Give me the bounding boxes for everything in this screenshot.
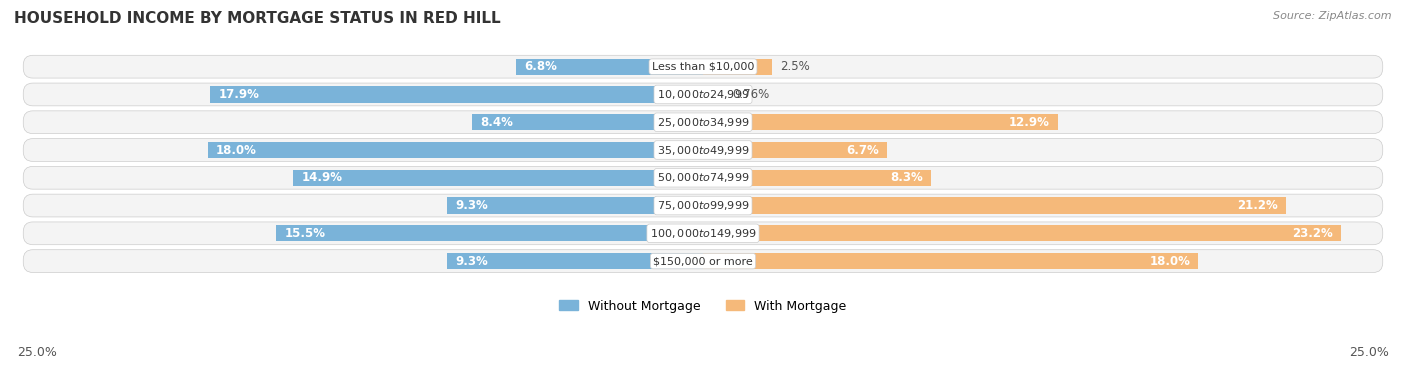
Text: 2.5%: 2.5% <box>780 60 810 73</box>
Text: 15.5%: 15.5% <box>284 227 326 240</box>
Bar <box>703 225 1341 242</box>
Text: 9.3%: 9.3% <box>456 255 488 268</box>
Text: 6.8%: 6.8% <box>524 60 557 73</box>
Bar <box>703 59 772 75</box>
Text: 25.0%: 25.0% <box>1350 346 1389 359</box>
Bar <box>703 87 724 102</box>
Bar <box>292 170 703 186</box>
Text: 12.9%: 12.9% <box>1010 116 1050 129</box>
Legend: Without Mortgage, With Mortgage: Without Mortgage, With Mortgage <box>554 294 852 318</box>
Text: $50,000 to $74,999: $50,000 to $74,999 <box>657 171 749 184</box>
Text: 23.2%: 23.2% <box>1292 227 1333 240</box>
Bar <box>447 253 703 269</box>
Text: Less than $10,000: Less than $10,000 <box>652 62 754 72</box>
Text: $25,000 to $34,999: $25,000 to $34,999 <box>657 116 749 129</box>
Text: $150,000 or more: $150,000 or more <box>654 256 752 266</box>
Text: $35,000 to $49,999: $35,000 to $49,999 <box>657 144 749 156</box>
Bar <box>208 142 703 158</box>
Bar <box>703 142 887 158</box>
Text: 17.9%: 17.9% <box>219 88 260 101</box>
Bar <box>516 59 703 75</box>
FancyBboxPatch shape <box>24 194 1382 217</box>
Bar <box>211 87 703 102</box>
Text: 8.4%: 8.4% <box>479 116 513 129</box>
FancyBboxPatch shape <box>24 166 1382 189</box>
Text: 21.2%: 21.2% <box>1237 199 1278 212</box>
FancyBboxPatch shape <box>24 111 1382 133</box>
Text: 25.0%: 25.0% <box>17 346 56 359</box>
Text: 0.76%: 0.76% <box>733 88 769 101</box>
Text: 18.0%: 18.0% <box>217 144 257 156</box>
Bar <box>472 114 703 130</box>
FancyBboxPatch shape <box>24 250 1382 273</box>
Text: HOUSEHOLD INCOME BY MORTGAGE STATUS IN RED HILL: HOUSEHOLD INCOME BY MORTGAGE STATUS IN R… <box>14 11 501 26</box>
FancyBboxPatch shape <box>24 83 1382 106</box>
Bar <box>447 197 703 214</box>
Text: 18.0%: 18.0% <box>1149 255 1189 268</box>
Bar <box>277 225 703 242</box>
Text: 14.9%: 14.9% <box>301 171 342 184</box>
Bar <box>703 253 1198 269</box>
FancyBboxPatch shape <box>24 55 1382 78</box>
Text: 6.7%: 6.7% <box>846 144 879 156</box>
Text: Source: ZipAtlas.com: Source: ZipAtlas.com <box>1274 11 1392 21</box>
Text: 9.3%: 9.3% <box>456 199 488 212</box>
Text: $75,000 to $99,999: $75,000 to $99,999 <box>657 199 749 212</box>
Bar <box>703 197 1286 214</box>
Bar <box>703 170 931 186</box>
Text: 8.3%: 8.3% <box>890 171 924 184</box>
Text: $10,000 to $24,999: $10,000 to $24,999 <box>657 88 749 101</box>
Text: $100,000 to $149,999: $100,000 to $149,999 <box>650 227 756 240</box>
FancyBboxPatch shape <box>24 222 1382 245</box>
Bar <box>703 114 1057 130</box>
FancyBboxPatch shape <box>24 139 1382 161</box>
